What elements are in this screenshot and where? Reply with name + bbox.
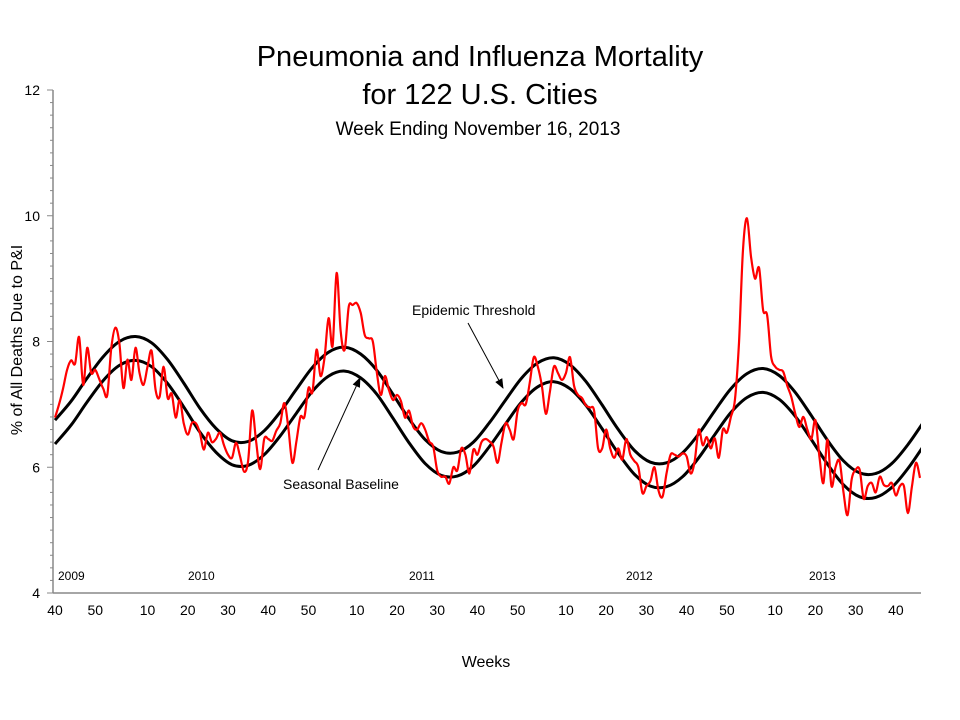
x-tick-label: 40 [888,602,904,618]
x-tick-label: 10 [767,602,783,618]
x-tick-label: 30 [429,602,445,618]
x-axis-label: Weeks [462,654,511,671]
x-tick-label: 30 [848,602,864,618]
x-tick-label: 20 [389,602,405,618]
seasonal-baseline-arrow [317,377,361,471]
series-group [53,217,921,517]
year-label: 2013 [809,569,836,583]
x-tick-label: 10 [140,602,156,618]
year-label: 2011 [409,569,435,583]
x-tick-label: 30 [639,602,655,618]
x-tick-label: 30 [220,602,236,618]
y-tick-label: 12 [24,82,40,98]
x-tick-label: 50 [510,602,526,618]
x-tick-label: 10 [558,602,574,618]
epidemic-threshold-label: Epidemic Threshold [412,302,535,318]
observed-series-line [53,217,921,517]
chart-title: Pneumonia and Influenza Mortality [257,41,704,73]
x-tick-label: 50 [719,602,735,618]
chart-title-line2: for 122 U.S. Cities [362,79,597,111]
year-label: 2012 [626,569,653,583]
x-tick-label: 10 [349,602,365,618]
y-tick-label: 6 [32,459,40,475]
x-tick-label: 40 [679,602,695,618]
year-label: 2010 [188,569,215,583]
y-tick-label: 8 [32,334,40,350]
x-ticks: 40 50 10 20 30 40 50 10 20 30 40 50 10 20 30 40 50 10 20 30… [47,602,904,618]
seasonal-baseline-label: Seasonal Baseline [283,476,399,492]
axes [52,90,921,594]
chart-subtitle: Week Ending November 16, 2013 [336,119,621,140]
x-tick-label: 20 [598,602,614,618]
year-labels: 2009 2010 2011 2012 2013 [58,569,836,583]
y-tick-label: 10 [24,208,40,224]
x-tick-label: 40 [470,602,486,618]
threshold-series-line [53,334,921,477]
y-axis-label: % of All Deaths Due to P&I [9,245,26,435]
x-tick-label: 50 [87,602,103,618]
x-tick-label: 20 [808,602,824,618]
x-tick-label: 50 [301,602,317,618]
x-tick-label: 40 [260,602,276,618]
y-tick-label: 4 [32,585,40,601]
y-ticks: 4 6 8 10 12 [24,82,53,601]
x-tick-label: 40 [47,602,63,618]
year-label: 2009 [58,569,85,583]
x-tick-label: 20 [180,602,196,618]
epidemic-threshold-arrow [467,322,504,389]
